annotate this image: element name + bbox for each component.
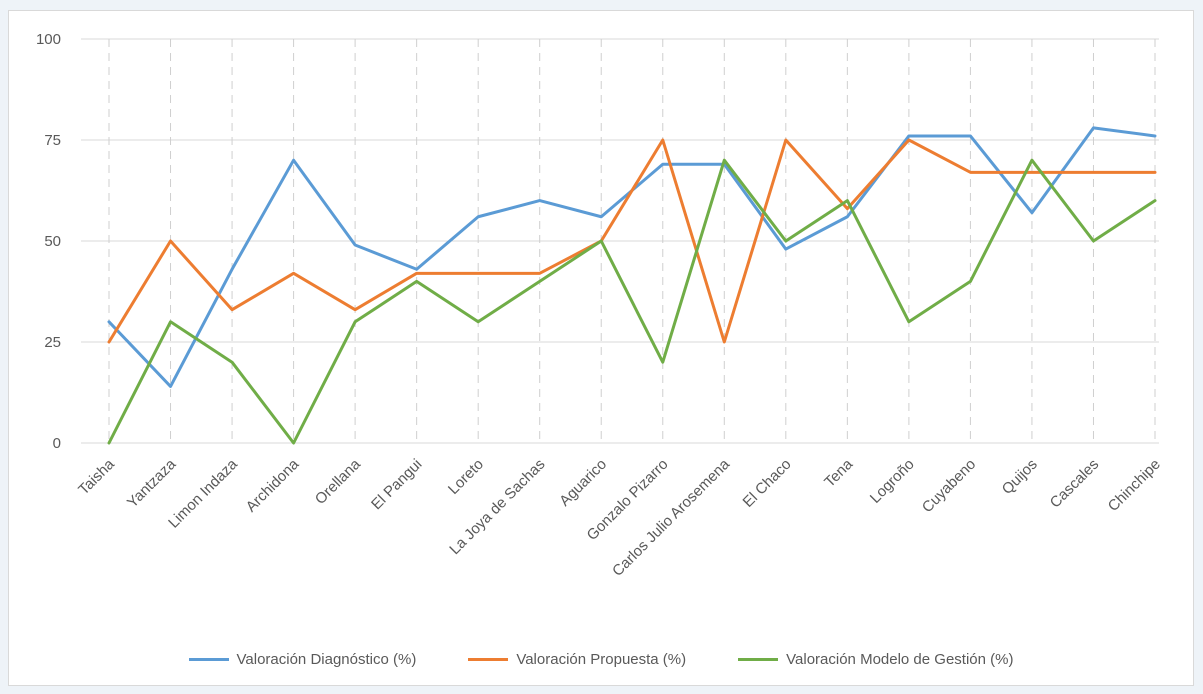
x-tick-label: Cascales <box>1047 456 1103 512</box>
x-tick-label: El Pangui <box>368 456 425 513</box>
legend-label: Valoración Diagnóstico (%) <box>236 651 417 668</box>
x-tick-label: Taisha <box>75 455 118 498</box>
x-tick-label: Orellana <box>312 455 365 508</box>
legend: Valoración Diagnóstico (%) Valoración Pro… <box>9 651 1193 668</box>
legend-swatch <box>468 658 509 661</box>
x-tick-label: Archidona <box>243 455 303 515</box>
x-tick-label: Carlos Julio Arosemena <box>609 455 733 579</box>
legend-item: Valoración Diagnóstico (%) <box>188 651 417 668</box>
y-tick-label: 100 <box>36 31 61 48</box>
y-tick-label: 75 <box>44 132 61 149</box>
x-tick-label: Tena <box>821 455 856 490</box>
x-tick-label: Cuyabeno <box>919 456 979 516</box>
chart-frame: 0 25 50 75 100 Taisha Yantzaza Limon Indaza Arch… <box>8 10 1194 686</box>
legend-item: Valoración Modelo de Gestión (%) <box>738 651 1013 668</box>
legend-label: Valoración Propuesta (%) <box>516 651 687 668</box>
x-tick-label: Chinchipe <box>1105 456 1164 515</box>
y-tick-label: 0 <box>53 435 61 452</box>
series-line-3 <box>107 158 1157 445</box>
legend-item: Valoración Propuesta (%) <box>468 651 686 668</box>
x-tick-label: El Chaco <box>740 456 795 511</box>
legend-swatch <box>188 658 229 661</box>
x-tick-label: Loreto <box>445 456 487 498</box>
y-tick-label: 50 <box>44 233 61 250</box>
x-tick-label: Quijos <box>999 456 1041 498</box>
legend-label: Valoración Modelo de Gestión (%) <box>786 651 1014 668</box>
legend-swatch <box>738 658 779 661</box>
series-line-2 <box>107 138 1157 344</box>
x-tick-label: Yantzaza <box>124 455 180 511</box>
series-line-1 <box>107 126 1157 388</box>
x-tick-label: Aguarico <box>556 456 610 510</box>
y-tick-label: 25 <box>44 334 61 351</box>
x-tick-label: Logroño <box>867 456 918 507</box>
